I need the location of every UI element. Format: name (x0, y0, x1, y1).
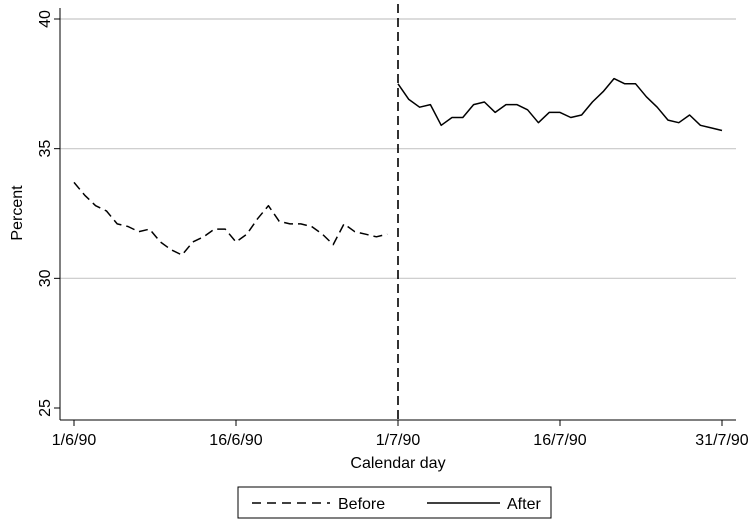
y-tick-label: 40 (37, 10, 54, 28)
series-line-after (397, 77, 723, 132)
x-axis-title: Calendar day (350, 455, 445, 472)
x-tick-label: 1/6/90 (52, 432, 97, 449)
series-line-before (73, 181, 388, 256)
series-layer (73, 4, 723, 420)
legend-after-label: After (507, 496, 541, 513)
y-tick-label: 35 (37, 140, 54, 158)
x-tick-label: 16/7/90 (533, 432, 586, 449)
y-axis-title: Percent (9, 185, 26, 241)
x-tick-label: 16/6/90 (209, 432, 262, 449)
x-tick-label: 1/7/90 (376, 432, 421, 449)
legend: Before After (237, 486, 552, 519)
axis-layer: 25 30 35 40 1/6/90 16/6/90 1/7/90 16/7/90 31/7/9… (37, 8, 749, 449)
y-tick-label: 25 (37, 399, 54, 417)
y-tick-label: 30 (37, 269, 54, 287)
legend-before-label: Before (338, 496, 385, 513)
x-tick-label: 31/7/90 (695, 432, 748, 449)
